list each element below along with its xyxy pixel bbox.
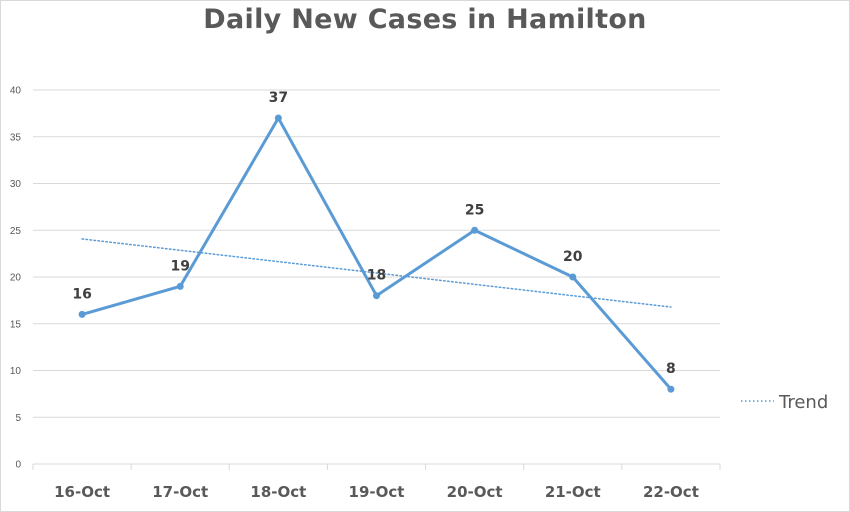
y-tick-label: 40 (10, 86, 22, 97)
data-point (274, 114, 282, 122)
x-tick-label: 18-Oct (250, 483, 306, 501)
data-label: 20 (563, 249, 583, 265)
data-labels: 16 19 37 18 25 20 8 (72, 90, 675, 377)
data-point (78, 310, 86, 318)
series-line (78, 114, 675, 393)
y-tick-label: 35 (10, 132, 22, 143)
data-label: 18 (367, 268, 386, 284)
data-label: 25 (465, 202, 484, 218)
data-point (471, 226, 479, 234)
y-tick-label: 5 (15, 413, 21, 424)
trendline (81, 238, 672, 308)
x-tick-label: 21-Oct (545, 483, 601, 501)
trendline-path (81, 238, 672, 308)
y-tick-label: 30 (10, 179, 22, 190)
y-tick-label: 20 (10, 273, 22, 284)
data-point (373, 292, 380, 300)
x-tick-label: 17-Oct (152, 483, 208, 501)
y-tick-label: 0 (15, 460, 21, 471)
x-tick-label: 19-Oct (349, 483, 405, 501)
chart-title: Daily New Cases in Hamilton (203, 4, 647, 35)
y-axis: 0 5 10 15 20 25 30 35 40 (10, 86, 22, 471)
series-path (81, 116, 673, 391)
data-label: 8 (666, 361, 676, 377)
legend-trend-label: Trend (778, 392, 828, 413)
data-point (667, 385, 675, 393)
x-tick-label: 16-Oct (54, 483, 110, 501)
gridlines (33, 89, 720, 418)
y-tick-label: 25 (10, 226, 22, 237)
data-point (176, 282, 184, 290)
x-axis: 16-Oct 17-Oct 18-Oct 19-Oct 20-Oct 21-Oct 22-O… (32, 463, 721, 501)
data-label: 16 (72, 286, 91, 302)
data-label: 37 (269, 90, 288, 106)
y-tick-label: 15 (10, 319, 22, 330)
data-label: 19 (170, 258, 189, 274)
y-tick-label: 10 (10, 366, 22, 377)
x-tick-label: 22-Oct (643, 483, 699, 501)
data-point (569, 273, 577, 281)
legend: Trend (741, 392, 828, 413)
x-tick-label: 20-Oct (447, 483, 503, 501)
